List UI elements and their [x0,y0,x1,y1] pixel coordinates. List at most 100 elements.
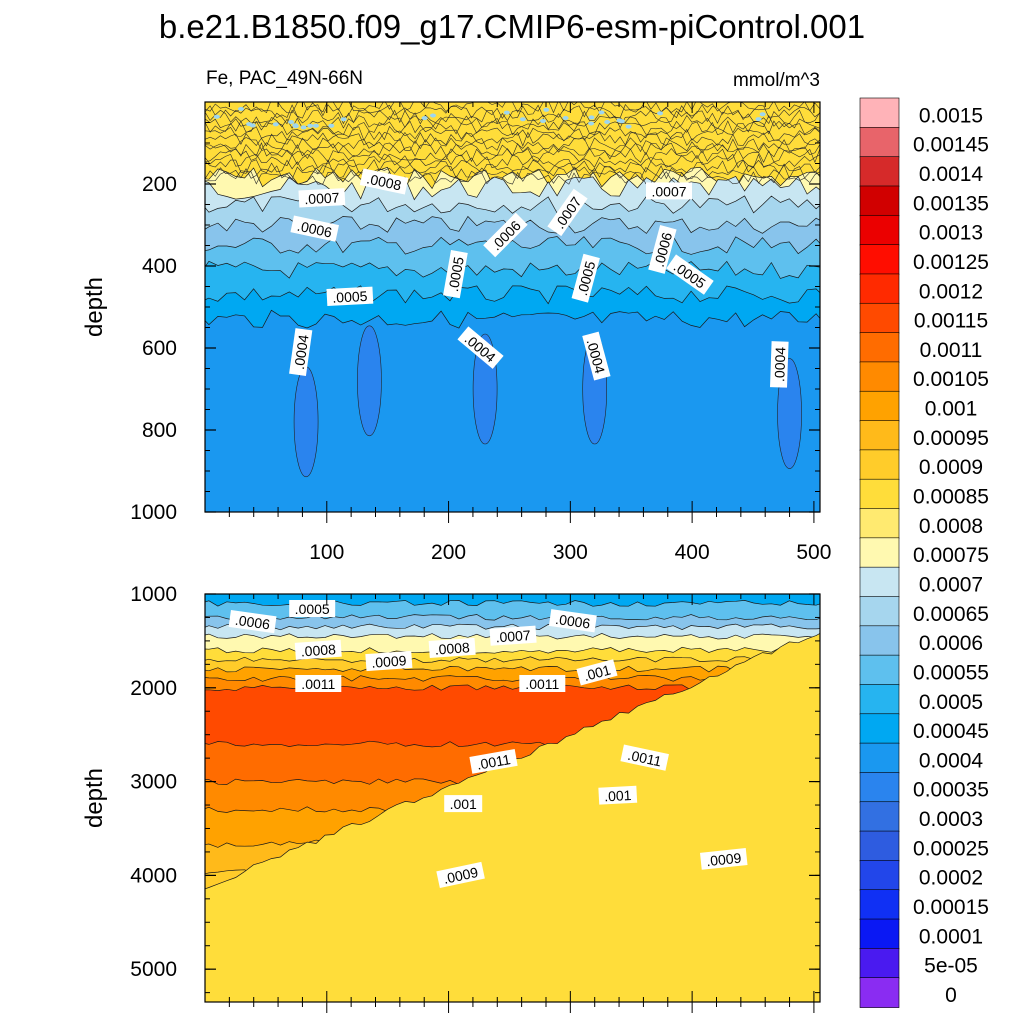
contour-label: .0011 [295,675,342,692]
contour-patch [430,113,436,118]
colorbar-label: 0.001 [925,398,978,421]
colorbar-label: 0.00085 [913,486,989,509]
contour-patch [540,119,546,123]
contour-patch [312,123,319,128]
colorbar: 0.0015 0.00145 0.0014 0.00135 0.0013 0.00125 0… [859,97,989,1008]
colorbar-label: 0.0015 [919,104,983,127]
contour-line [205,159,820,175]
x-tick-label: 300 [553,541,588,564]
contour-patch [588,121,595,126]
contour-patch [292,124,299,129]
colorbar-swatch [859,742,900,774]
y-tick-label: 600 [142,337,177,360]
colorbar-label: 0.0008 [919,515,983,538]
contour-label: .0007 [646,182,692,200]
contour-label: .0009 [699,848,748,870]
contour-line [205,120,820,136]
contour-line [205,109,820,125]
colorbar-swatch [859,244,900,275]
contour-line [205,104,820,119]
colorbar-label: 0.0004 [919,749,984,772]
x-tick-label: 100 [309,541,344,564]
contour-patch [307,123,314,128]
contour-patch [300,125,307,130]
contour-patch [588,115,595,120]
colorbar-swatch [859,801,900,832]
colorbar-swatch [859,127,900,158]
colorbar-label: 0.00095 [913,427,989,450]
colorbar-swatch [859,361,900,393]
colorbar-label: 0.0012 [919,280,983,303]
lower-panel: .0005 .0006 .0006 .0007 .0008 .0008 .0009 .001.… [81,583,821,1013]
contour-patch [616,118,623,123]
contour-patch [213,114,220,119]
svg-text:.0006: .0006 [554,611,591,632]
colorbar-label: 0.0011 [920,339,983,362]
contour-patch [625,124,632,129]
svg-text:.0007: .0007 [495,627,531,645]
svg-text:.0004: .0004 [771,346,788,382]
colorbar-swatch [859,508,900,539]
svg-text:.0009: .0009 [706,850,743,870]
x-tick-label: 200 [431,541,466,564]
svg-text:.0011: .0011 [475,751,511,773]
svg-text:.0011: .0011 [525,676,559,692]
contour-label: .0005 [571,253,600,303]
svg-text:.0005: .0005 [445,255,467,292]
contour-patch [562,116,569,120]
contour-label: .0008 [359,168,409,195]
upper-panel: .0008.0007.0007.0007.0006.0006.0006.0005… [81,101,831,564]
contour-patch [598,110,605,115]
colorbar-label: 0.00025 [913,837,989,860]
svg-text:.0008: .0008 [300,641,336,659]
colorbar-swatch [859,977,900,1008]
variable-label: Fe, PAC_49N-66N [206,68,363,89]
contour-patch [519,117,526,122]
y-tick-label: 200 [142,173,177,196]
contour-label: .0005 [443,249,468,299]
y-tick-label: 1000 [130,501,177,524]
colorbar-swatch [859,684,900,715]
colorbar-swatch [859,449,900,481]
colorbar-label: 0.00115 [914,310,988,333]
colorbar-swatch [859,302,900,334]
colorbar-label: 0.00045 [913,720,989,743]
colorbar-swatch [859,537,900,569]
colorbar-label: 0.0002 [919,867,983,890]
colorbar-label: 0.0007 [919,574,983,597]
svg-text:.0006: .0006 [234,612,271,633]
x-tick-label: 500 [796,541,831,564]
y-tick-label: 4000 [130,864,177,887]
colorbar-swatch [859,332,900,363]
svg-text:.0008: .0008 [434,639,470,657]
svg-text:.001: .001 [450,796,477,812]
colorbar-label: 0.0001 [919,925,983,948]
contour-line [205,148,820,164]
contour-label: .0005 [326,286,374,306]
y-tick-label: 800 [142,419,177,442]
contour-line [205,164,820,180]
colorbar-label: 0.00035 [913,779,989,802]
y-tick-label: 400 [142,255,177,278]
contour-label: .0007 [298,188,346,208]
contour-patch [288,120,295,124]
contour-line [205,137,820,153]
svg-text:.0007: .0007 [651,183,686,199]
svg-text:.0011: .0011 [626,747,663,770]
y-tick-label: 3000 [130,771,177,794]
colorbar-swatch [859,156,900,187]
contour-label: .001 [598,785,638,805]
colorbar-label: 0.00015 [913,896,989,919]
colorbar-swatch [859,713,900,744]
contour-label: .0011 [519,675,566,692]
colorbar-label: 5e-05 [924,955,978,978]
contour-line [205,131,820,147]
contour-label: .001 [444,795,483,813]
contour-label: .0011 [469,749,518,774]
svg-text:.001: .001 [582,661,613,684]
colorbar-label: 0.0013 [919,222,983,245]
svg-text:.0004: .0004 [291,333,312,370]
colorbar-swatch [859,420,900,451]
colorbar-swatch [859,97,900,129]
